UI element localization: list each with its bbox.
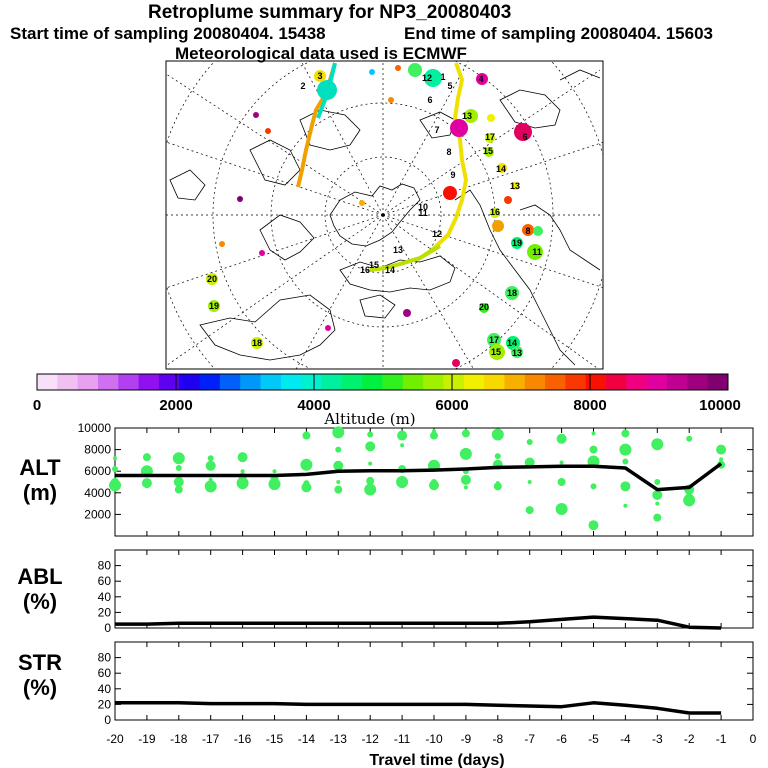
map-point-label: 6 bbox=[522, 132, 527, 142]
map-point-label: 14 bbox=[385, 265, 395, 275]
map-point-label: 15 bbox=[369, 260, 379, 270]
map-dot bbox=[395, 65, 401, 71]
map-dot bbox=[533, 226, 543, 236]
map-dot bbox=[450, 119, 468, 137]
map-point-label: 13 bbox=[462, 111, 472, 121]
map-dot bbox=[505, 286, 519, 300]
map-point-label: 13 bbox=[512, 348, 522, 358]
map-dot bbox=[253, 112, 259, 118]
map-point-label: 20 bbox=[479, 302, 489, 312]
map-point-label: 14 bbox=[507, 338, 517, 348]
map-dot bbox=[484, 147, 494, 157]
map-point-label: 8 bbox=[525, 226, 530, 236]
map-point-label: 16 bbox=[490, 207, 500, 217]
map-point-label: 19 bbox=[512, 238, 522, 248]
map-point-label: 18 bbox=[252, 338, 262, 348]
map-dot bbox=[522, 224, 534, 236]
map-dot bbox=[317, 80, 337, 100]
map-dot bbox=[476, 73, 488, 85]
map-dot bbox=[208, 300, 220, 312]
map-point-label: 7 bbox=[434, 125, 439, 135]
map-dot bbox=[265, 128, 271, 134]
map-point-label: 13 bbox=[510, 181, 520, 191]
chart-title: Retroplume summary for NP3_20080403 bbox=[148, 2, 512, 23]
map-point-label: 5 bbox=[447, 81, 452, 91]
map-dot bbox=[479, 303, 489, 313]
map-dot bbox=[388, 97, 394, 103]
map-dot bbox=[206, 273, 218, 285]
map-point-label: 12 bbox=[422, 73, 432, 83]
map-point-label: 4 bbox=[478, 74, 483, 84]
map-point-label: 12 bbox=[432, 229, 442, 239]
map-point-label: 15 bbox=[483, 146, 493, 156]
map-point-label: 11 bbox=[532, 247, 542, 257]
map-dot bbox=[527, 244, 543, 260]
map-dot bbox=[452, 359, 460, 367]
map-point-label: 17 bbox=[489, 335, 499, 345]
map-point-label: 15 bbox=[491, 347, 501, 357]
map-point-label: 8 bbox=[446, 147, 451, 157]
map-dot bbox=[369, 69, 375, 75]
map-dot bbox=[325, 325, 331, 331]
map-point-label: 16 bbox=[360, 265, 370, 275]
start-time-text: Start time of sampling 20080404. 15438 bbox=[10, 24, 326, 43]
map-dot bbox=[237, 196, 243, 202]
map-dot bbox=[487, 114, 495, 122]
map-dot bbox=[403, 309, 411, 317]
map-point-label: 9 bbox=[450, 170, 455, 180]
map-dot bbox=[492, 220, 504, 232]
map-dot bbox=[514, 123, 532, 141]
map-dot bbox=[490, 208, 500, 218]
map-point-label: 17 bbox=[485, 132, 495, 142]
map-dot bbox=[359, 200, 365, 206]
map-dot bbox=[408, 63, 422, 77]
map-point-label: 20 bbox=[207, 274, 217, 284]
map-plume-dots bbox=[206, 63, 543, 367]
map-point-label: 18 bbox=[507, 288, 517, 298]
map-dot bbox=[314, 70, 326, 82]
map-point-label: 10 bbox=[418, 202, 428, 212]
map-point-label: 2 bbox=[300, 81, 305, 91]
map-dot bbox=[504, 196, 512, 204]
map-dot bbox=[251, 337, 263, 349]
map-point-labels: 23 45678910111213141516131415161713191120… bbox=[207, 71, 542, 358]
map-dot bbox=[443, 186, 457, 200]
map-dot bbox=[259, 250, 265, 256]
plume-track-recent bbox=[369, 244, 442, 272]
map-point-label: 6 bbox=[427, 95, 432, 105]
map-dot bbox=[511, 182, 519, 190]
map-dot bbox=[424, 69, 442, 87]
map-point-label: 14 bbox=[496, 164, 506, 174]
map-point-label: 19 bbox=[209, 301, 219, 311]
met-data-text: Meteorological data used is ECMWF bbox=[175, 44, 467, 63]
map-dot bbox=[485, 133, 495, 143]
map-point-label: 13 bbox=[393, 245, 403, 255]
map-dot bbox=[489, 344, 505, 360]
map-dot bbox=[497, 163, 507, 173]
map-dot bbox=[464, 109, 478, 123]
map-dot bbox=[511, 237, 523, 249]
map-point-label: 1 bbox=[440, 72, 445, 82]
map-point-label: 11 bbox=[418, 208, 428, 218]
map-dot bbox=[487, 333, 501, 347]
map-dot bbox=[511, 346, 523, 358]
end-time-text: End time of sampling 20080404. 15603 bbox=[404, 24, 713, 43]
map-dot bbox=[219, 241, 225, 247]
map-point-label: 3 bbox=[317, 71, 322, 81]
